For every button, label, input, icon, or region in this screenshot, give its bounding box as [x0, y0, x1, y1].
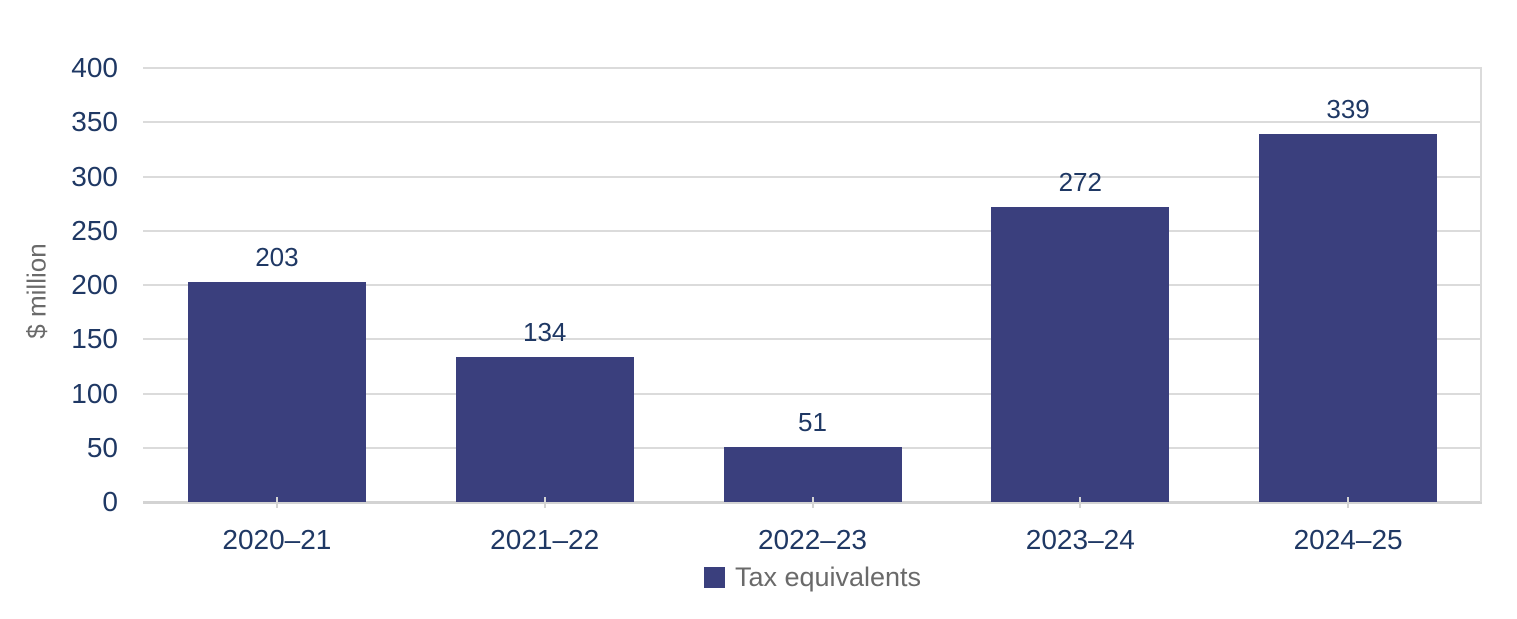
y-tick-label: 400 — [71, 52, 118, 83]
bar-value-label: 339 — [1326, 94, 1370, 125]
x-axis-tick-mark — [543, 497, 546, 508]
x-axis-tick-mark — [1079, 497, 1082, 508]
x-tick-label: 2023–24 — [1025, 524, 1135, 555]
bar-value-label: 272 — [1058, 166, 1102, 197]
bar — [723, 446, 902, 502]
y-tick-label: 0 — [102, 486, 118, 517]
bar-value-label: 134 — [522, 316, 567, 347]
bar — [991, 206, 1170, 502]
y-tick-label: 150 — [71, 323, 118, 355]
x-axis-tick-mark — [811, 497, 814, 508]
y-tick-label: 250 — [71, 214, 118, 246]
x-tick-label: 2021–22 — [490, 524, 600, 555]
x-tick-label: 2024–25 — [1293, 524, 1403, 555]
x-axis-tick-mark — [275, 497, 278, 508]
gridline — [143, 67, 1482, 69]
plot-right-border — [1480, 68, 1482, 502]
y-tick-label: 200 — [71, 269, 118, 300]
gridline — [143, 229, 1482, 232]
y-tick-label: 50 — [86, 431, 118, 463]
legend: Tax equivalents — [143, 562, 1482, 592]
x-axis-tick-mark — [1347, 497, 1350, 508]
legend-marker-square — [703, 566, 725, 588]
gridline — [143, 121, 1482, 124]
gridline — [143, 392, 1482, 395]
plot-area: 203 134 51 272 339 — [143, 67, 1482, 504]
bar — [187, 281, 366, 502]
gridline — [143, 175, 1482, 178]
x-tick-label: 2020–21 — [222, 524, 332, 555]
bar — [455, 356, 634, 502]
x-tick-label: 2022–23 — [757, 524, 867, 555]
bar-value-label: 51 — [798, 406, 827, 437]
y-tick-label: 350 — [71, 106, 118, 138]
legend-label: Tax equivalents — [734, 562, 922, 592]
gridline — [143, 284, 1482, 286]
gridline — [143, 338, 1482, 341]
y-tick-label: 100 — [71, 377, 118, 409]
y-tick-label: 300 — [71, 160, 118, 192]
bar — [1259, 134, 1438, 502]
bar-value-label: 203 — [255, 241, 299, 272]
